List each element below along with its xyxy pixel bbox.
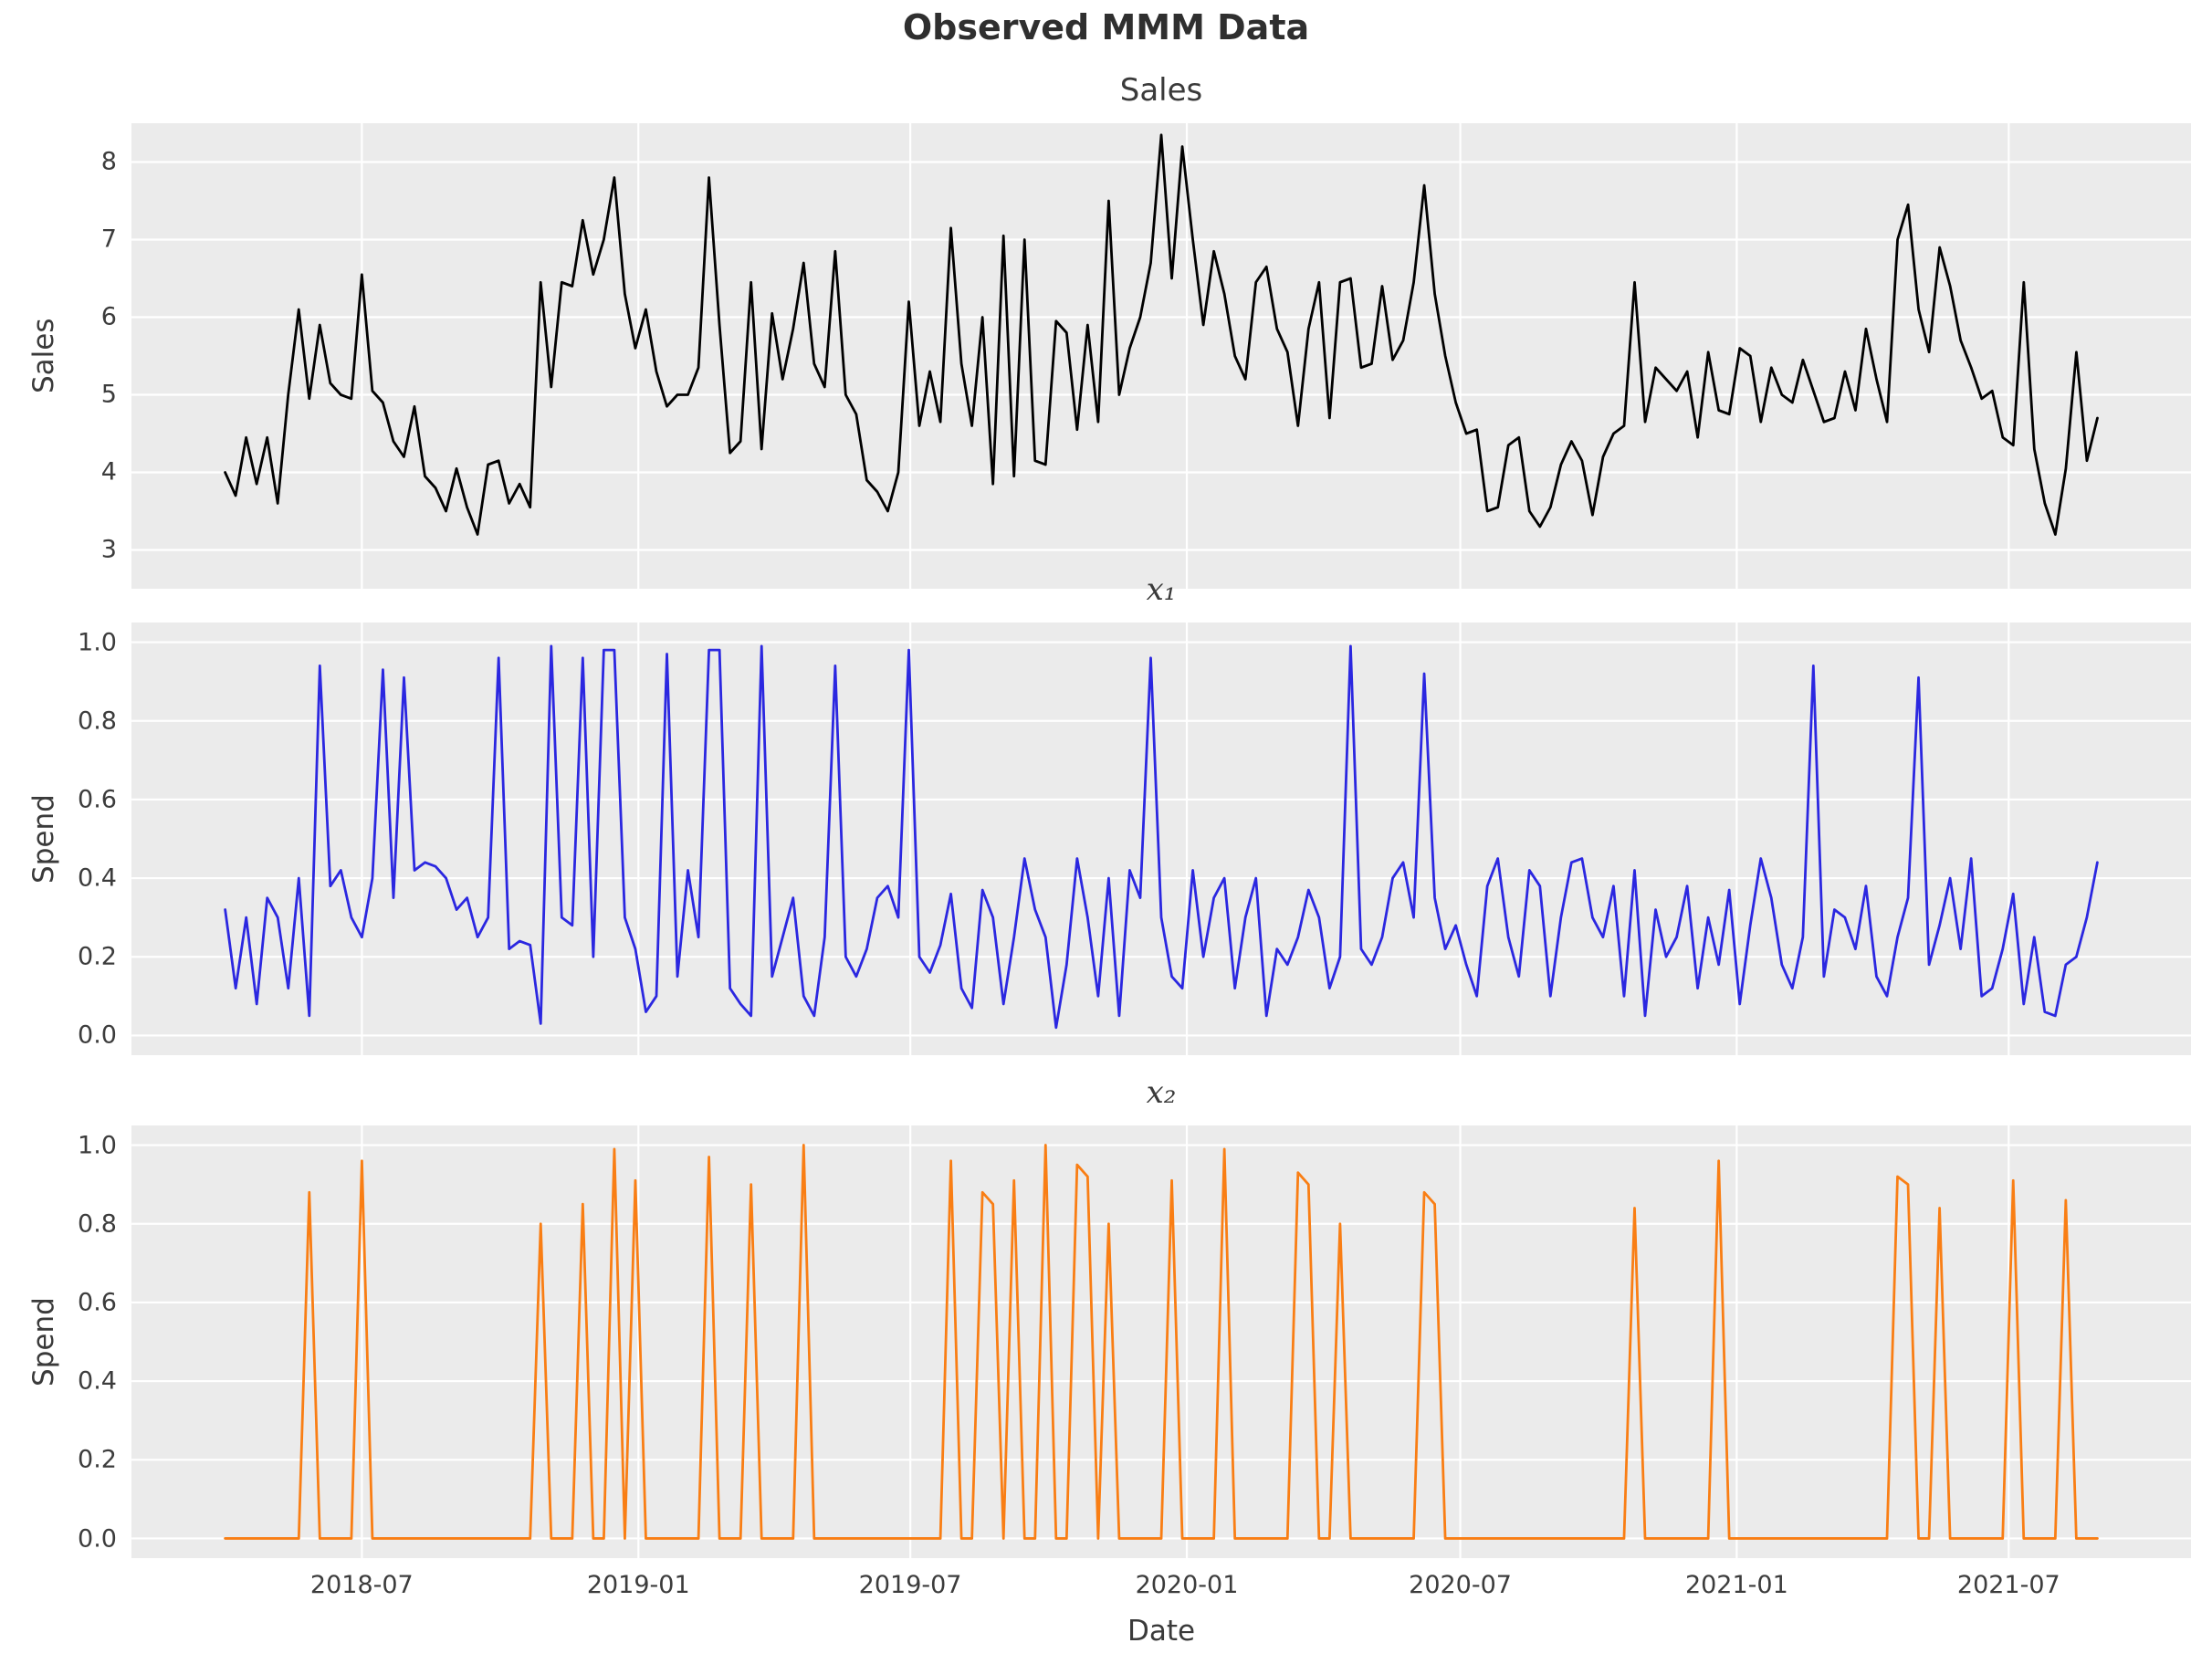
y-tick-label: 8 [100,147,117,176]
y-tick-label: 0.8 [78,706,117,736]
sales-line-chart [131,122,2192,589]
x1-line-chart [131,622,2191,1055]
y-tick-label: 0.0 [78,1020,117,1050]
x-tick-label: 2020-01 [1135,1571,1239,1600]
y-tick-label: 0.4 [78,863,117,893]
y-tick-label: 3 [100,535,117,564]
figure-title: Observed MMM Data [902,7,1310,47]
y-tick-label: 0.8 [78,1209,117,1239]
series-line [224,133,2099,536]
x-tick-label: 2020-07 [1409,1571,1512,1600]
y-tick-label: 0.6 [78,785,117,814]
x2-line-chart [131,1125,2191,1559]
y-tick-label: 4 [100,457,117,487]
x2-panel: x₂ Spend Date 0.0 0.2 0.4 0.6 0.8 1.0 2018-07 2… [27,1075,2192,1648]
y-tick-label: 0.0 [78,1524,117,1554]
y-tick-label: 0.2 [78,1445,117,1474]
y-tick-label: 7 [100,225,117,254]
x-tick-label: 2018-07 [309,1571,414,1600]
x1-panel-title: x₁ [1146,570,1177,608]
y-tick-label: 5 [100,380,117,409]
sales-panel: Sales Sales 3 4 5 6 7 8 [27,73,2192,589]
y-tick-label: 6 [100,302,117,331]
series-line [224,1144,2099,1540]
x-tick-label: 2019-01 [586,1571,690,1600]
y-tick-label: 0.6 [78,1288,117,1317]
x1-panel: x₁ Spend 0.0 0.2 0.4 0.6 0.8 1.0 [27,572,2192,1055]
series-line [224,644,2099,1030]
x-axis-label: Date [1127,1615,1196,1648]
x-tick-label: 2021-07 [1956,1571,2060,1600]
sales-y-axis-label: Sales [26,318,60,394]
x1-y-axis-label: Spend [26,794,60,884]
x2-panel-title: x₂ [1146,1074,1177,1112]
y-tick-label: 1.0 [78,628,117,656]
x-tick-label: 2021-01 [1684,1571,1788,1600]
y-tick-label: 1.0 [78,1131,117,1160]
x-tick-label: 2019-07 [858,1571,962,1600]
y-tick-label: 0.4 [78,1366,117,1396]
y-tick-label: 0.2 [78,942,117,971]
x2-y-axis-label: Spend [26,1297,60,1387]
sales-panel-title: Sales [1119,71,1203,109]
